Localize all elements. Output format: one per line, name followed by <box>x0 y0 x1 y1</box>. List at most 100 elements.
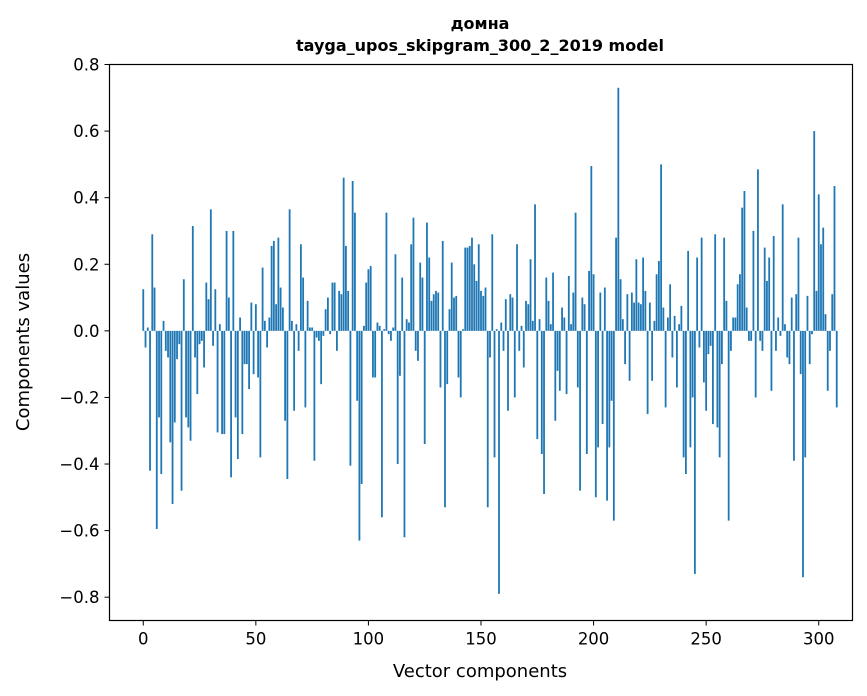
bar <box>696 257 699 331</box>
bar <box>160 330 163 475</box>
bar <box>432 294 435 331</box>
bar <box>739 274 741 331</box>
bar <box>304 330 307 408</box>
bar <box>703 330 705 383</box>
bar <box>693 330 696 574</box>
bar <box>176 330 178 360</box>
bar <box>178 330 181 345</box>
bar <box>651 330 654 381</box>
bar <box>414 330 417 351</box>
bar <box>540 330 543 455</box>
bar <box>428 257 431 331</box>
bar <box>567 275 570 331</box>
bar <box>543 330 545 494</box>
bar <box>518 330 521 351</box>
bar <box>608 330 611 448</box>
bar <box>507 330 509 411</box>
bar <box>486 330 489 508</box>
bar <box>306 300 309 331</box>
bar <box>522 330 525 368</box>
bar <box>185 330 187 418</box>
bar <box>552 272 554 331</box>
bar <box>516 244 518 331</box>
bar <box>275 304 278 331</box>
bar <box>556 330 559 371</box>
bar <box>727 330 730 521</box>
bar <box>673 315 676 331</box>
bar <box>576 330 579 388</box>
bar <box>205 282 208 331</box>
bar <box>712 330 714 425</box>
bar <box>716 330 719 428</box>
bar <box>313 330 316 461</box>
bar <box>498 330 500 594</box>
bar <box>462 329 464 331</box>
bar <box>200 330 203 341</box>
bar <box>426 222 428 331</box>
bar <box>680 305 683 331</box>
bar <box>754 330 757 398</box>
bar <box>795 294 798 331</box>
bar <box>603 287 606 331</box>
bar <box>666 317 669 331</box>
bar <box>835 330 838 408</box>
bar <box>155 330 158 529</box>
bar <box>520 325 523 331</box>
bar <box>768 257 771 331</box>
chart-title-line1: домна <box>451 14 510 33</box>
bar <box>826 330 829 391</box>
bar <box>459 330 462 398</box>
bar <box>493 330 496 458</box>
bar <box>430 300 433 331</box>
bar <box>142 289 145 331</box>
bar <box>329 330 332 335</box>
bar <box>207 299 210 331</box>
bar <box>158 330 160 418</box>
bars-group <box>142 87 838 594</box>
bar <box>561 307 563 331</box>
bar <box>417 330 419 361</box>
bar <box>730 330 732 351</box>
bar <box>423 330 426 445</box>
bar <box>750 330 753 341</box>
bar <box>793 330 795 461</box>
bar <box>831 294 834 331</box>
bar <box>504 299 507 331</box>
bar <box>345 245 347 331</box>
bar <box>457 330 460 378</box>
bar <box>599 292 602 331</box>
bar <box>741 207 744 331</box>
bar <box>675 330 678 388</box>
y-tick-label: 0.4 <box>73 189 99 208</box>
bar <box>236 330 239 460</box>
x-tick-label: 50 <box>245 630 266 649</box>
bar <box>408 322 410 331</box>
bar <box>336 330 338 351</box>
bar <box>203 330 205 368</box>
bar <box>748 330 750 341</box>
bar <box>784 324 786 331</box>
bar <box>824 314 827 331</box>
bar <box>173 330 176 423</box>
bar <box>455 295 458 331</box>
bar <box>189 330 192 441</box>
bar <box>360 330 363 484</box>
bar <box>745 307 748 331</box>
bar <box>284 330 287 421</box>
bar <box>227 297 230 331</box>
bar <box>777 317 780 331</box>
bar <box>394 254 397 331</box>
x-tick-label: 300 <box>803 630 835 649</box>
bar <box>338 290 341 331</box>
bar <box>221 330 223 435</box>
bar <box>295 324 298 331</box>
bar <box>367 269 370 331</box>
bar <box>585 330 588 455</box>
bar <box>473 264 476 331</box>
bar <box>315 330 318 338</box>
bar <box>581 297 584 331</box>
bar <box>633 302 635 331</box>
bar <box>718 330 721 458</box>
bar <box>657 260 660 331</box>
bar <box>590 166 593 331</box>
